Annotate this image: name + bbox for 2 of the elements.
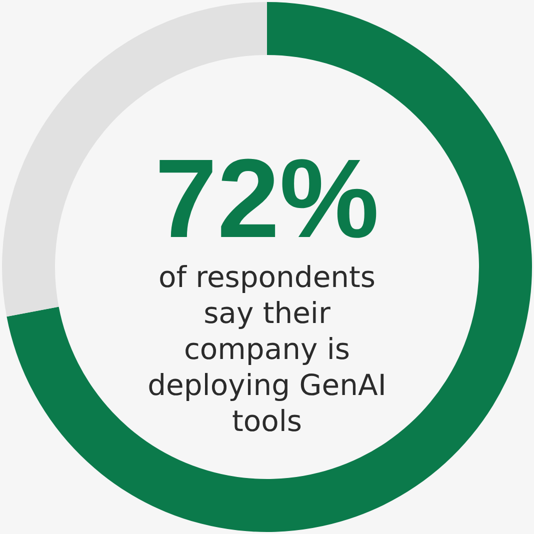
text: of respondents say their company is deploying GenAI tools — [148, 260, 386, 438]
data-label: 72% — [154, 136, 380, 261]
